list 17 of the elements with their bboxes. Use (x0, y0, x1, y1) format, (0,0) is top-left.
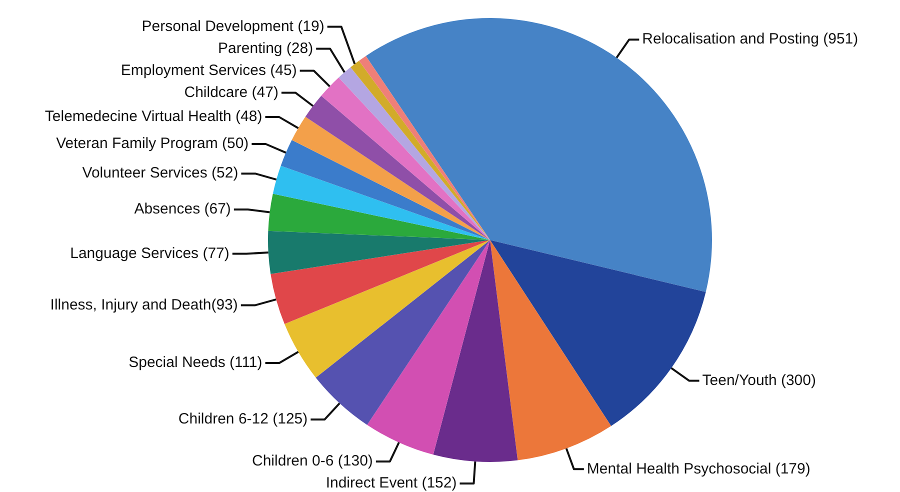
slice-label: Employment Services (45) (120, 62, 297, 79)
slice-label: Children 0-6 (130) (252, 452, 373, 470)
slice-label: Relocalisation and Posting (951) (642, 30, 858, 48)
slice-label: Children 6-12 (125) (178, 410, 308, 428)
slice-label: Absences (67) (134, 200, 231, 218)
slice-label: Illness, Injury and Death(93) (50, 296, 238, 314)
slice-label: Childcare (47) (184, 84, 278, 101)
slice-label: Veteran Family Program (50) (56, 135, 249, 152)
slice-label: Telemedecine Virtual Health (48) (44, 108, 262, 126)
slice-label: Teen/Youth (300) (702, 372, 816, 389)
slice-label: Language Services (77) (70, 244, 230, 262)
slice-label: Special Needs (111) (128, 354, 262, 372)
slice-label: Personal Development (19) (142, 18, 324, 35)
slice-label: Mental Health Psychosocial (179) (586, 460, 810, 478)
slice-label: Indirect Event (152) (326, 474, 457, 492)
slice-label: Parenting (28) (218, 40, 314, 57)
slice-label: Volunteer Services (52) (82, 164, 238, 182)
